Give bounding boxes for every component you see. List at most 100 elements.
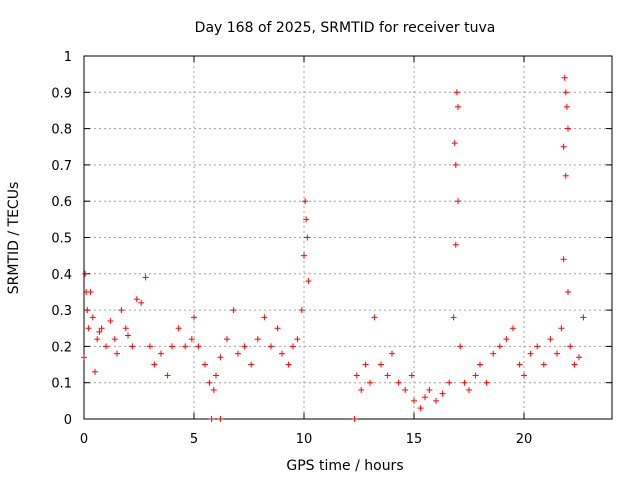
data-point — [87, 288, 94, 295]
data-point — [439, 390, 446, 397]
data-point — [561, 74, 568, 81]
data-point — [122, 325, 129, 332]
data-point — [521, 372, 527, 379]
data-point — [230, 307, 237, 314]
data-point — [164, 372, 171, 379]
data-point — [248, 361, 255, 368]
data-point — [402, 386, 409, 393]
data-point — [89, 314, 96, 321]
data-point — [455, 103, 461, 110]
data-point — [411, 397, 417, 404]
data-point — [547, 336, 554, 343]
data-point — [358, 386, 365, 393]
data-point — [305, 278, 312, 285]
data-point — [304, 234, 311, 241]
data-point — [560, 256, 567, 263]
data-point — [82, 270, 89, 277]
data-point — [191, 314, 197, 321]
data-point — [142, 274, 149, 281]
data-point — [378, 361, 384, 368]
y-tick-label: 0.3 — [51, 304, 72, 319]
data-point — [408, 372, 415, 379]
data-point — [114, 350, 120, 357]
data-point — [453, 89, 460, 96]
data-point — [457, 343, 464, 350]
data-point — [268, 343, 274, 350]
data-point — [496, 343, 503, 350]
y-axis-label: SRMTID / TECUs — [6, 182, 22, 295]
data-point — [274, 325, 281, 332]
data-point — [426, 386, 433, 393]
data-series — [81, 74, 587, 422]
data-point — [195, 343, 202, 350]
data-point — [261, 314, 268, 321]
data-point — [565, 288, 571, 295]
data-point — [534, 343, 541, 350]
x-tick-label: 10 — [296, 432, 313, 447]
plot-frame — [83, 55, 613, 420]
x-tick-label: 20 — [516, 432, 533, 447]
data-point — [298, 307, 305, 314]
data-point — [285, 361, 292, 368]
x-tick-label: 5 — [190, 432, 198, 447]
data-point — [510, 325, 516, 332]
data-point — [565, 125, 571, 132]
data-point — [125, 332, 131, 339]
data-point — [452, 241, 459, 248]
data-point — [490, 350, 497, 357]
data-point — [446, 379, 453, 386]
data-point — [567, 343, 574, 350]
data-point — [503, 336, 510, 343]
data-point — [279, 350, 285, 357]
data-point — [217, 354, 224, 361]
data-point — [417, 405, 424, 412]
data-point — [138, 299, 145, 306]
data-point — [362, 361, 369, 368]
data-point — [188, 336, 195, 343]
y-tick-label: 0.5 — [51, 232, 72, 247]
data-point — [206, 379, 213, 386]
data-point — [516, 361, 523, 368]
y-tick-label: 0.4 — [51, 268, 72, 283]
data-point — [477, 361, 483, 368]
data-point — [202, 361, 208, 368]
data-point — [98, 325, 105, 332]
data-point — [580, 314, 587, 321]
data-point — [562, 89, 569, 96]
data-point — [540, 361, 547, 368]
data-point — [353, 372, 360, 379]
data-point — [483, 379, 490, 386]
data-point — [554, 350, 560, 357]
x-tick-label: 0 — [80, 432, 88, 447]
data-point — [133, 296, 140, 303]
data-point — [450, 314, 457, 321]
data-point — [422, 394, 428, 401]
data-point — [118, 307, 125, 314]
data-point — [92, 368, 98, 375]
data-point — [111, 336, 118, 343]
data-point — [433, 397, 439, 404]
data-point — [558, 325, 565, 332]
data-point — [527, 350, 534, 357]
data-point — [563, 103, 570, 110]
data-point — [367, 379, 373, 386]
data-point — [213, 372, 219, 379]
data-point — [94, 336, 101, 343]
data-point — [151, 361, 158, 368]
data-point — [395, 379, 402, 386]
grid — [84, 56, 612, 419]
y-tick-label: 0.7 — [51, 159, 72, 174]
data-point — [294, 336, 301, 343]
data-point — [452, 161, 459, 168]
data-point — [290, 343, 296, 350]
data-point — [461, 379, 468, 386]
y-tick-label: 0.1 — [51, 377, 72, 392]
data-point — [217, 416, 224, 422]
data-point — [560, 143, 567, 150]
data-point — [389, 350, 395, 357]
data-point — [571, 361, 578, 368]
data-point — [182, 343, 189, 350]
data-point — [96, 328, 103, 335]
y-tick-label: 1 — [64, 50, 72, 65]
